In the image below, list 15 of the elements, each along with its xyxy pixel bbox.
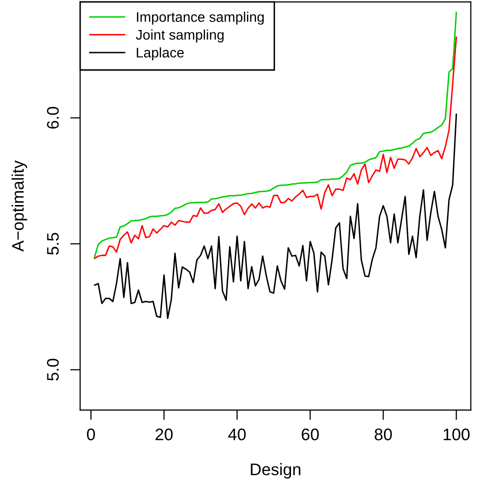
x-tick-label: 60 bbox=[302, 428, 319, 440]
legend-label: Laplace bbox=[136, 47, 184, 60]
y-axis-title: A−optimality bbox=[12, 160, 28, 252]
legend-label: Joint sampling bbox=[136, 30, 224, 42]
x-tick-label: 80 bbox=[374, 428, 392, 440]
x-tick-label: 20 bbox=[156, 428, 173, 440]
y-tick-label: 5.0 bbox=[46, 358, 59, 381]
y-tick-label: 6.0 bbox=[46, 106, 59, 129]
y-tick-label: 5.5 bbox=[47, 232, 59, 255]
x-tick-label: 0 bbox=[86, 428, 95, 440]
line-series bbox=[94, 114, 458, 320]
legend-label: Importance sampling bbox=[136, 12, 264, 25]
x-tick-label: 100 bbox=[444, 428, 470, 440]
x-axis-title: Design bbox=[250, 463, 300, 479]
x-tick-label: 40 bbox=[228, 428, 246, 440]
